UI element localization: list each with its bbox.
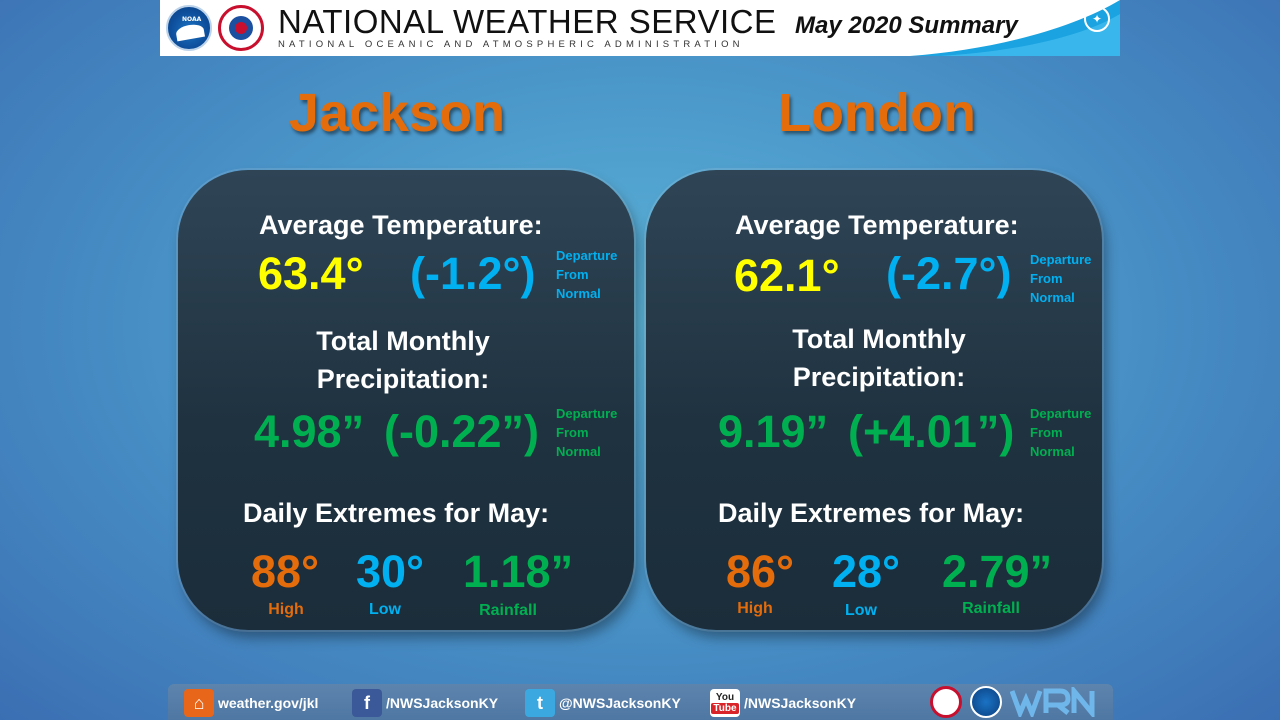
avg-temp-value: 62.1°: [734, 250, 840, 301]
high-label: High: [737, 600, 773, 617]
rain-label: Rainfall: [962, 600, 1020, 617]
page-subtitle: NATIONAL OCEANIC AND ATMOSPHERIC ADMINIS…: [278, 39, 744, 50]
precip-label-line2: Precipitation:: [316, 364, 490, 394]
rain-label: Rainfall: [479, 602, 537, 619]
extremes-label: Daily Extremes for May:: [718, 498, 1025, 528]
footer-bar: ⌂ weather.gov/jkl f /NWSJacksonKY t @NWS…: [168, 684, 1113, 720]
footer-facebook-link[interactable]: f /NWSJacksonKY: [352, 689, 498, 717]
facebook-icon: f: [352, 689, 382, 717]
avg-temp-value: 63.4°: [258, 248, 364, 299]
twitter-icon: t: [525, 689, 555, 717]
avg-temp-label: Average Temperature:: [735, 210, 1019, 240]
avg-temp-departure: (-2.7°): [886, 248, 1012, 299]
home-icon: ⌂: [184, 689, 214, 717]
footer-website-text: weather.gov/jkl: [218, 695, 319, 711]
header-banner: NOAA NATIONAL WEATHER SERVICE NATIONAL O…: [160, 0, 1120, 56]
footer-website-link[interactable]: ⌂ weather.gov/jkl: [184, 689, 318, 717]
city-name-jackson: Jackson: [288, 83, 506, 143]
nws-logo-icon: [930, 686, 962, 718]
footer-twitter-link[interactable]: t @NWSJacksonKY: [525, 689, 681, 717]
wrn-logo-icon: [1010, 687, 1095, 717]
precip-value: 4.98”: [254, 406, 365, 457]
seal-icon: ✦: [1084, 6, 1110, 32]
city-panel-jackson: Average Temperature: 63.4° (-1.2°) Depar…: [178, 170, 634, 630]
header-swoosh: [910, 0, 1120, 56]
noaa-logo-icon: [970, 686, 1002, 718]
avg-temp-departure-note: Departure From Normal: [556, 248, 618, 301]
rain-value: 1.18”: [463, 546, 574, 597]
footer-youtube-text: /NWSJacksonKY: [744, 695, 857, 711]
precip-label-line2: Precipitation:: [792, 362, 966, 392]
avg-temp-label: Average Temperature:: [259, 210, 543, 240]
footer-youtube-link[interactable]: You Tube /NWSJacksonKY: [710, 689, 856, 717]
city-name-london: London: [778, 83, 976, 143]
nws-logo-icon: [218, 5, 264, 51]
low-label: Low: [845, 602, 877, 619]
page-title: NATIONAL WEATHER SERVICE: [278, 3, 777, 40]
low-label: Low: [369, 601, 401, 618]
footer-twitter-text: @NWSJacksonKY: [559, 695, 681, 711]
high-value: 88°: [251, 546, 320, 597]
precip-label-line1: Total Monthly: [792, 324, 966, 354]
low-value: 30°: [356, 546, 425, 597]
youtube-icon: You Tube: [710, 689, 740, 717]
high-label: High: [268, 601, 304, 618]
city-panel-london: Average Temperature: 62.1° (-2.7°) Depar…: [646, 170, 1102, 630]
avg-temp-departure-note: Departure From Normal: [1030, 252, 1092, 305]
precip-label-line1: Total Monthly: [316, 326, 490, 356]
high-value: 86°: [726, 546, 795, 597]
footer-facebook-text: /NWSJacksonKY: [386, 695, 499, 711]
summary-title: May 2020 Summary: [795, 12, 1018, 39]
precip-value: 9.19”: [718, 406, 829, 457]
precip-departure-note: Departure From Normal: [556, 406, 618, 459]
precip-departure: (+4.01”): [848, 406, 1015, 457]
low-value: 28°: [832, 546, 901, 597]
extremes-label: Daily Extremes for May:: [243, 498, 550, 528]
precip-departure-note: Departure From Normal: [1030, 406, 1092, 459]
precip-departure: (-0.22”): [384, 406, 540, 457]
noaa-logo-icon: NOAA: [166, 5, 212, 51]
avg-temp-departure: (-1.2°): [410, 248, 536, 299]
noaa-logo-text: NOAA: [182, 16, 202, 23]
rain-value: 2.79”: [942, 546, 1053, 597]
